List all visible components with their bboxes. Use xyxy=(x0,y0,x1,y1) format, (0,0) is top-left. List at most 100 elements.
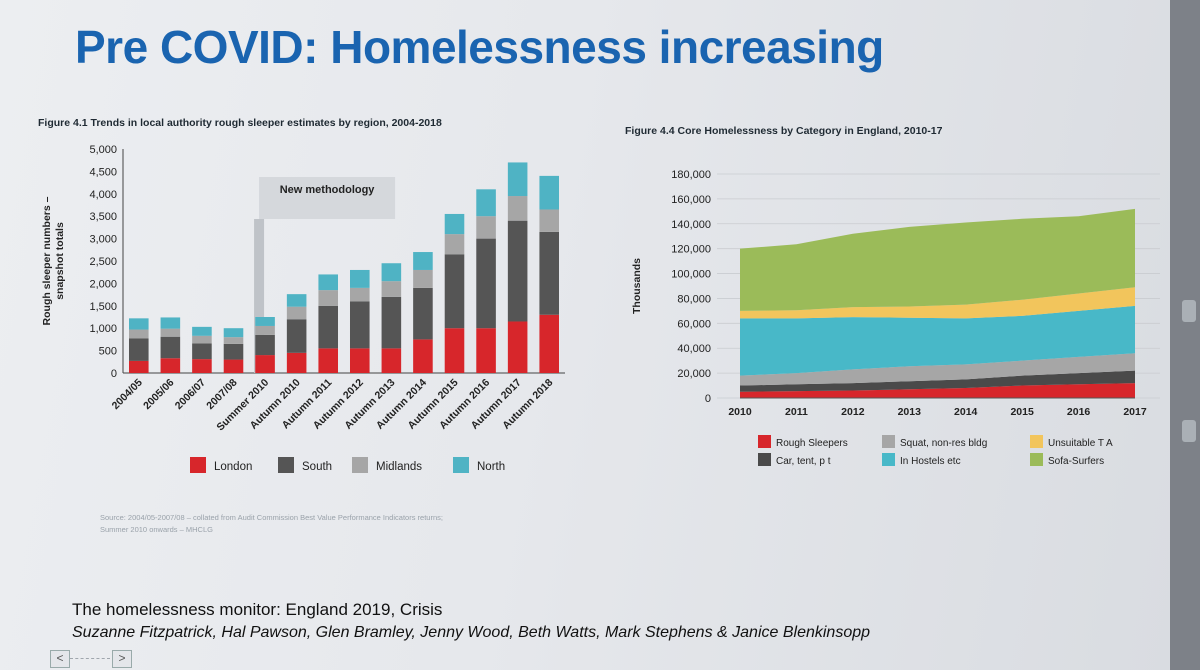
legend-label: Squat, non-res bldg xyxy=(900,438,987,449)
bar-north xyxy=(255,317,275,326)
y-tick-label: 4,000 xyxy=(89,189,117,201)
y-tick-label: 160,000 xyxy=(671,194,711,206)
x-tick-label: 2005/06 xyxy=(141,377,176,412)
y-tick-label: 3,000 xyxy=(89,234,117,246)
bar-north xyxy=(160,317,181,329)
slide-title: Pre COVID: Homelessness increasing xyxy=(75,21,884,73)
legend-swatch xyxy=(1030,435,1043,448)
bar-north xyxy=(349,269,370,288)
bar-north xyxy=(318,274,339,291)
legend-label: London xyxy=(214,461,252,473)
area-car-tent-p-t xyxy=(740,370,1135,392)
bar-london xyxy=(128,360,149,373)
bar-midlands xyxy=(255,325,275,335)
bar-midlands xyxy=(349,287,370,302)
y-tick-label: 180,000 xyxy=(671,169,711,181)
x-tick-label: 2006/07 xyxy=(173,377,208,412)
legend-swatch xyxy=(882,453,895,466)
legend-label: South xyxy=(302,461,332,473)
bar-south xyxy=(413,287,433,340)
bar-north xyxy=(128,318,149,330)
bar-north xyxy=(223,328,244,338)
legend-label: Midlands xyxy=(376,461,422,473)
bar-midlands xyxy=(539,209,560,232)
y-tick-label: 100,000 xyxy=(671,269,711,281)
next-slide-button[interactable]: > xyxy=(112,650,132,668)
bar-south xyxy=(349,301,370,349)
bar-london xyxy=(349,348,370,373)
y-tick-label: 4,500 xyxy=(89,166,117,178)
legend-label: Car, tent, p t xyxy=(776,456,831,467)
y-axis-label: Thousands xyxy=(631,258,643,314)
bar-london xyxy=(286,352,307,373)
bar-midlands xyxy=(413,269,433,288)
y-axis-label: snapshot totals xyxy=(54,222,66,300)
new-methodology-box xyxy=(259,177,396,219)
figure-4-1-title: Figure 4.1 Trends in local authority rou… xyxy=(38,117,442,129)
bar-london xyxy=(444,328,465,373)
bar-midlands xyxy=(286,306,307,320)
bar-north xyxy=(192,326,212,336)
bar-london xyxy=(413,339,433,373)
x-tick-label: 2010 xyxy=(728,406,752,418)
y-axis-label: Rough sleeper numbers – xyxy=(41,196,53,325)
x-tick-label: 2014 xyxy=(954,406,978,418)
bar-london xyxy=(476,328,496,373)
y-tick-label: 1,000 xyxy=(89,323,117,335)
area-rough-sleepers xyxy=(740,383,1135,398)
y-tick-label: 120,000 xyxy=(671,244,711,256)
bar-midlands xyxy=(223,337,244,344)
bar-midlands xyxy=(160,328,181,337)
legend-label: In Hostels etc xyxy=(900,456,961,467)
bar-south xyxy=(539,231,560,315)
y-tick-label: 60,000 xyxy=(677,318,711,330)
legend-swatch xyxy=(453,457,469,473)
bar-south xyxy=(255,334,275,356)
y-tick-label: 2,000 xyxy=(89,278,117,290)
x-tick-label: 2015 xyxy=(1010,406,1034,418)
y-tick-label: 3,500 xyxy=(89,211,117,223)
bar-london xyxy=(223,359,244,373)
y-tick-label: 500 xyxy=(99,346,117,358)
annotation-new-methodology: New methodology xyxy=(280,184,376,196)
x-tick-label: 2004/05 xyxy=(110,377,145,412)
nav-divider xyxy=(70,658,110,659)
x-tick-label: 2012 xyxy=(841,406,865,418)
legend-label: Rough Sleepers xyxy=(776,438,848,449)
legend-swatch xyxy=(190,457,206,473)
bar-south xyxy=(444,254,465,329)
y-tick-label: 80,000 xyxy=(677,293,711,305)
bar-london xyxy=(255,355,275,373)
legend-label: Unsuitable T A xyxy=(1048,438,1113,449)
screen-bezel xyxy=(1170,0,1200,670)
figure-4-4-title: Figure 4.4 Core Homelessness by Category… xyxy=(625,125,943,137)
bar-london xyxy=(318,348,339,373)
bar-london xyxy=(539,314,560,373)
previous-slide-button[interactable]: < xyxy=(50,650,70,668)
legend-swatch xyxy=(758,453,771,466)
y-tick-label: 40,000 xyxy=(677,343,711,355)
bar-north xyxy=(507,162,528,197)
slide: Pre COVID: Homelessness increasing Figur… xyxy=(0,0,1170,670)
bar-london xyxy=(381,348,402,373)
bar-london xyxy=(160,358,181,373)
area-unsuitable-t-a xyxy=(740,287,1135,319)
legend-swatch xyxy=(882,435,895,448)
legend-label: Sofa-Surfers xyxy=(1048,456,1104,467)
bar-south xyxy=(507,220,528,322)
y-tick-label: 0 xyxy=(111,368,117,380)
y-tick-label: 20,000 xyxy=(677,368,711,380)
bar-midlands xyxy=(476,216,496,239)
figure-4-1-source: Source: 2004/05-2007/08 – collated from … xyxy=(100,512,570,536)
source-line-1: Source: 2004/05-2007/08 – collated from … xyxy=(100,513,443,522)
bar-midlands xyxy=(381,281,402,297)
bar-south xyxy=(128,338,149,361)
area-sofa-surfers xyxy=(740,208,1135,311)
bar-midlands xyxy=(128,329,149,339)
bar-north xyxy=(476,189,496,217)
core-homelessness-area-chart: 0 20,000 40,000 60,000 80,000 100,000 120,000 1… xyxy=(631,169,1160,467)
bar-south xyxy=(476,238,496,329)
bar-london xyxy=(192,359,212,373)
bar-north xyxy=(539,175,560,210)
y-tick-label: 0 xyxy=(705,393,711,405)
